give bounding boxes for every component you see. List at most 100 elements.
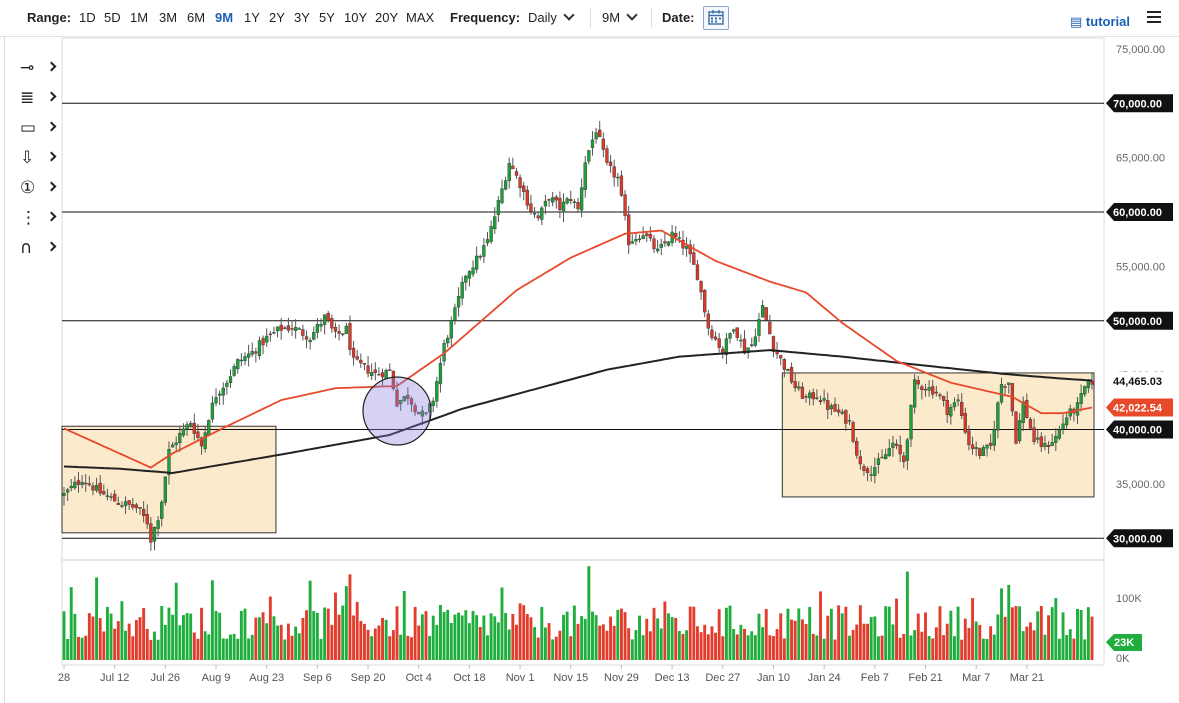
volume-bar xyxy=(323,607,327,660)
range-1m-button[interactable]: 1M xyxy=(130,10,149,25)
x-tick-label: Aug 9 xyxy=(202,672,231,684)
range-1d-button[interactable]: 1D xyxy=(79,10,96,25)
candle-body xyxy=(290,328,294,330)
range-9m-button[interactable]: 9M xyxy=(215,10,234,25)
volume-bar xyxy=(598,625,602,660)
line-tool-button[interactable]: ⊸ xyxy=(18,58,58,80)
candle-body xyxy=(500,188,504,204)
candle-body xyxy=(627,214,631,246)
candle-body xyxy=(210,402,215,420)
volume-bar xyxy=(895,598,898,660)
arrow-down-tool-button[interactable]: ⇩ xyxy=(18,148,58,170)
level-tag xyxy=(1106,94,1173,113)
volume-bar xyxy=(341,605,345,660)
ma-price-label: 42,022.54 xyxy=(1113,403,1163,415)
volume-bar xyxy=(667,613,670,660)
volume-bar xyxy=(160,606,164,660)
candle-body xyxy=(532,212,537,215)
hamburger-menu-icon[interactable] xyxy=(1147,11,1161,26)
volume-bar xyxy=(963,618,967,660)
range-1y-button[interactable]: 1Y xyxy=(244,10,260,25)
candle-body xyxy=(80,482,84,485)
magnet-button[interactable]: ∩ xyxy=(18,238,58,260)
frequency-dropdown[interactable]: Daily xyxy=(528,9,575,25)
candle-body xyxy=(594,132,598,140)
range-max-button[interactable]: MAX xyxy=(406,10,435,25)
candle-body xyxy=(800,386,805,399)
volume-bar xyxy=(467,623,471,660)
candle-body xyxy=(728,333,732,339)
candle-body xyxy=(69,485,73,489)
candle-body xyxy=(880,456,884,459)
candle-body xyxy=(941,395,946,401)
range-20y-button[interactable]: 20Y xyxy=(375,10,399,25)
volume-bar xyxy=(743,628,746,660)
candle-body xyxy=(348,323,352,350)
volume-bar xyxy=(435,624,439,660)
volume-bar xyxy=(786,608,790,660)
volume-bar xyxy=(706,634,710,660)
candle-body xyxy=(938,394,942,397)
candle-body xyxy=(265,335,269,343)
candle-body xyxy=(902,455,906,463)
volume-bar xyxy=(656,618,660,660)
candle-body xyxy=(514,171,519,176)
candle-body xyxy=(145,513,149,525)
volume-bar xyxy=(105,606,109,660)
volume-bar xyxy=(87,613,91,660)
volume-bar xyxy=(808,606,812,660)
candle-body xyxy=(91,485,95,491)
candle-body xyxy=(710,329,714,339)
volume-bar xyxy=(580,616,584,660)
candle-body xyxy=(612,166,616,178)
rectangle-tool-button[interactable]: ▭ xyxy=(18,118,58,140)
volume-bar xyxy=(630,639,634,660)
volume-bar xyxy=(366,629,370,660)
measure-tool-button[interactable]: ⋮ xyxy=(18,208,58,230)
volume-bar xyxy=(221,638,225,660)
candle-body xyxy=(659,243,663,248)
candle-body xyxy=(402,396,406,401)
candle-body xyxy=(674,232,678,238)
volume-bar xyxy=(312,611,316,660)
volume-bar xyxy=(196,638,200,660)
candle-body xyxy=(185,424,189,430)
candle-body xyxy=(283,327,287,329)
calendar-button[interactable] xyxy=(703,6,729,30)
tutorial-link[interactable]: ▤ tutorial xyxy=(1070,14,1130,30)
volume-bar xyxy=(724,607,728,660)
fibonacci-tool-icon: ≣ xyxy=(20,88,35,108)
volume-bar xyxy=(1039,605,1043,660)
volume-bar xyxy=(486,635,489,660)
range-6m-button[interactable]: 6M xyxy=(187,10,206,25)
range-2y-button[interactable]: 2Y xyxy=(269,10,285,25)
candle-body xyxy=(84,482,88,485)
range-3y-button[interactable]: 3Y xyxy=(294,10,310,25)
x-tick-label: Jan 10 xyxy=(757,672,790,684)
candle-body xyxy=(1054,435,1058,443)
candle-body xyxy=(464,275,468,283)
candle-body xyxy=(503,180,508,190)
volume-bar xyxy=(1003,616,1007,660)
candle-body xyxy=(272,332,276,334)
volume-bar xyxy=(352,615,356,660)
volume-bar xyxy=(297,633,301,660)
volume-bar xyxy=(410,637,413,660)
number-marker-button[interactable]: ① xyxy=(18,178,58,200)
range-5d-button[interactable]: 5D xyxy=(104,10,121,25)
volume-bar xyxy=(934,627,938,660)
candle-body xyxy=(1028,419,1033,429)
range-5y-button[interactable]: 5Y xyxy=(319,10,335,25)
period-dropdown[interactable]: 9M xyxy=(602,9,638,25)
volume-bar xyxy=(178,625,182,660)
fibonacci-tool-button[interactable]: ≣ xyxy=(18,88,58,110)
volume-bar xyxy=(395,606,399,660)
candle-body xyxy=(1017,420,1022,442)
volume-bar xyxy=(1043,634,1047,660)
arrow-down-tool-icon: ⇩ xyxy=(20,148,35,168)
range-3m-button[interactable]: 3M xyxy=(159,10,178,25)
candle-body xyxy=(131,504,135,508)
range-10y-button[interactable]: 10Y xyxy=(344,10,368,25)
candle-body xyxy=(717,338,721,348)
